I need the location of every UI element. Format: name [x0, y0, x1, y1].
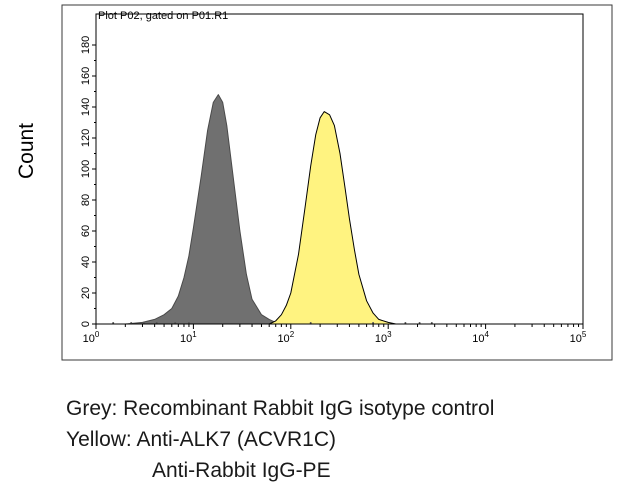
y-tick-label: 160: [80, 67, 92, 85]
x-tick-label: 105: [570, 330, 587, 345]
caption-yellow: Yellow: Anti-ALK7 (ACVR1C): [66, 428, 337, 451]
y-tick-label: 100: [80, 160, 92, 178]
y-tick-label: 140: [80, 98, 92, 116]
plot-border: [95, 13, 584, 325]
series-layer: [95, 94, 433, 325]
x-tick-label: 103: [375, 330, 392, 345]
y-tick-label: 0: [80, 321, 92, 327]
x-tick-label: 100: [83, 330, 100, 345]
plot-area: 0 20 40 60 80 100 120 140 160 180 100 101 102 103 104 1…: [80, 13, 587, 345]
y-tick-label: 120: [80, 129, 92, 147]
y-tick-label: 80: [80, 194, 92, 206]
histogram-series-0: [95, 94, 292, 325]
histogram-series-1: [268, 111, 397, 325]
y-tick-label: 180: [80, 36, 92, 54]
x-tick-label: 102: [277, 330, 294, 345]
caption-yellow-secondary: Anti-Rabbit IgG-PE: [152, 459, 331, 482]
y-tick-label: 20: [80, 287, 92, 299]
y-tick-label: 60: [80, 225, 92, 237]
x-tick-label: 104: [472, 330, 489, 345]
x-tick-label: 101: [180, 330, 197, 345]
caption-grey: Grey: Recombinant Rabbit IgG isotype con…: [66, 397, 495, 420]
plot-title: Plot P02, gated on P01.R1: [98, 10, 228, 22]
y-tick-label: 40: [80, 256, 92, 268]
y-axis-label: Count: [15, 123, 38, 179]
axis-layer: 0 20 40 60 80 100 120 140 160 180 100 101 102 103 104 1…: [80, 36, 587, 345]
